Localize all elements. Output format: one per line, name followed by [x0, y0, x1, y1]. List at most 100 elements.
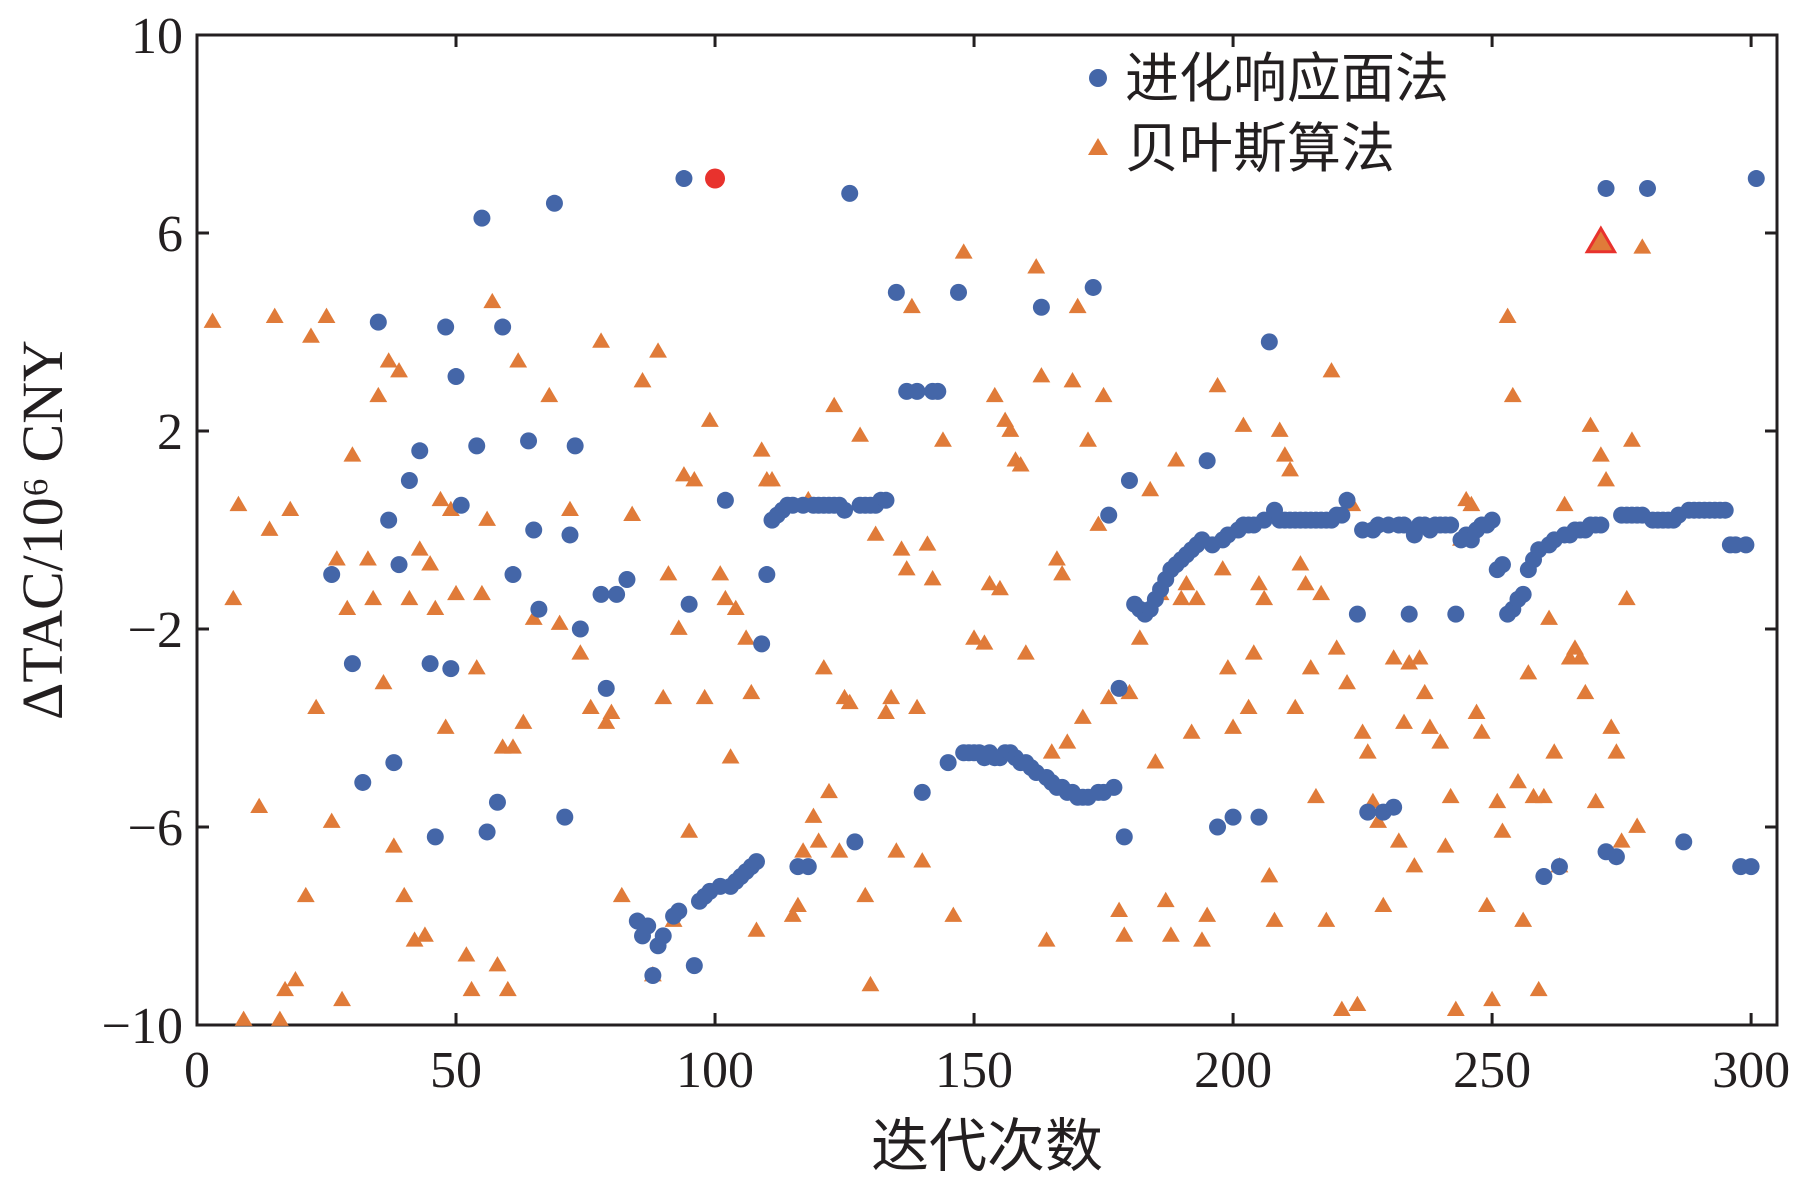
- legend: 进化响应面法 贝叶斯算法: [1088, 47, 1449, 180]
- legend-marker-circle: [1089, 69, 1107, 87]
- x-axis: 0 50 100 150 200 250 300: [184, 35, 1790, 1099]
- x-tick-label: 50: [430, 1042, 482, 1099]
- erm-point: [799, 858, 817, 876]
- bayes-point: [1172, 589, 1191, 606]
- bayes-point: [1612, 832, 1631, 848]
- bayes-point: [1275, 446, 1294, 462]
- erm-point: [747, 853, 765, 871]
- erm-point: [939, 754, 957, 772]
- erm-point: [639, 917, 657, 935]
- bayes-point: [498, 980, 517, 997]
- bayes-point: [1042, 743, 1061, 759]
- bayes-point: [856, 886, 875, 903]
- x-axis-title: 迭代次数: [871, 1114, 1103, 1179]
- erm-point: [716, 491, 734, 509]
- erm-point: [913, 783, 931, 801]
- bayes-point: [1167, 451, 1186, 467]
- bayes-point: [457, 946, 476, 962]
- bayes-point: [296, 886, 315, 903]
- bayes-point: [203, 312, 222, 328]
- bayes-point: [1581, 416, 1600, 432]
- bayes-point: [1156, 891, 1175, 908]
- bayes-point: [1358, 743, 1377, 759]
- y-tick-label: 6: [157, 206, 183, 263]
- erm-point: [452, 496, 470, 514]
- bayes-point: [327, 550, 346, 566]
- bayes-point: [612, 886, 631, 903]
- bayes-point: [483, 292, 502, 309]
- bayes-point: [1555, 495, 1574, 512]
- y-tick-label: 10: [131, 8, 183, 65]
- erm-point: [1493, 556, 1511, 574]
- erm-point: [644, 967, 662, 984]
- erm-point: [473, 209, 491, 227]
- erm-point: [400, 472, 418, 489]
- bayes-point: [1307, 787, 1325, 804]
- bayes-point: [633, 372, 652, 388]
- erm-point: [478, 823, 496, 841]
- erm-point: [1260, 333, 1278, 351]
- bayes-point: [281, 500, 300, 517]
- erm-point: [323, 566, 341, 584]
- bayes-point: [897, 560, 916, 576]
- bayes-point: [825, 396, 844, 413]
- bayes-point: [1193, 931, 1211, 947]
- bayes-point: [1146, 753, 1165, 769]
- bayes-point: [1322, 362, 1341, 378]
- plot-frame: [195, 33, 1779, 1027]
- bayes-point: [410, 540, 429, 556]
- bayes-point: [1586, 792, 1605, 809]
- bayes-point: [369, 386, 388, 403]
- bayes-point: [675, 466, 693, 482]
- bayes-point: [814, 659, 833, 675]
- legend-label-erm: 进化响应面法: [1125, 47, 1449, 110]
- bayes-point: [384, 837, 403, 853]
- erm-point: [1675, 833, 1693, 851]
- bayes-point: [752, 441, 771, 457]
- erm-point: [545, 194, 563, 212]
- bayes-point: [1312, 584, 1331, 601]
- erm-point: [1742, 858, 1760, 876]
- bayes-point: [1073, 708, 1092, 724]
- bayes-point: [1317, 911, 1336, 927]
- bayes-point: [954, 243, 973, 259]
- erm-point: [1514, 585, 1532, 603]
- bayes-point: [1472, 723, 1491, 739]
- erm-point: [1597, 179, 1615, 197]
- bayes-point: [1374, 896, 1393, 913]
- legend-label-bayes: 贝叶斯算法: [1125, 117, 1395, 180]
- bayes-point: [1068, 297, 1087, 314]
- bayes-point: [1369, 812, 1388, 828]
- bayes-point: [1628, 817, 1647, 833]
- erm-point: [421, 655, 439, 673]
- bayes-point: [472, 584, 491, 601]
- erm-point: [1359, 803, 1377, 821]
- bayes-point: [333, 990, 351, 1007]
- bayes-point: [286, 970, 305, 987]
- bayes-point: [1239, 698, 1258, 715]
- bayes-point: [1255, 589, 1274, 606]
- bayes-point: [379, 352, 398, 368]
- erm-point: [1550, 858, 1568, 876]
- bayes-point: [1198, 906, 1217, 922]
- erm-point: [1638, 179, 1656, 197]
- bayes-point: [1332, 1000, 1351, 1016]
- bayes-point: [1208, 376, 1227, 393]
- bayes-point: [944, 906, 963, 922]
- bayes-point: [716, 589, 735, 606]
- bayes-point: [250, 797, 269, 814]
- scatter-points: [203, 170, 1765, 1026]
- bayes-point: [882, 688, 901, 705]
- bayes-point: [1617, 589, 1636, 606]
- bayes-point: [1099, 688, 1118, 705]
- bayes-point: [1534, 787, 1553, 804]
- bayes-point: [1545, 743, 1564, 759]
- bayes-point: [322, 812, 341, 828]
- bayes-point: [1623, 431, 1641, 447]
- bayes-point: [343, 446, 362, 462]
- bayes-point: [1177, 574, 1196, 591]
- bayes-point: [659, 565, 678, 581]
- bayes-point: [1058, 733, 1077, 749]
- bayes-point: [581, 698, 600, 715]
- bayes-point: [1633, 238, 1652, 254]
